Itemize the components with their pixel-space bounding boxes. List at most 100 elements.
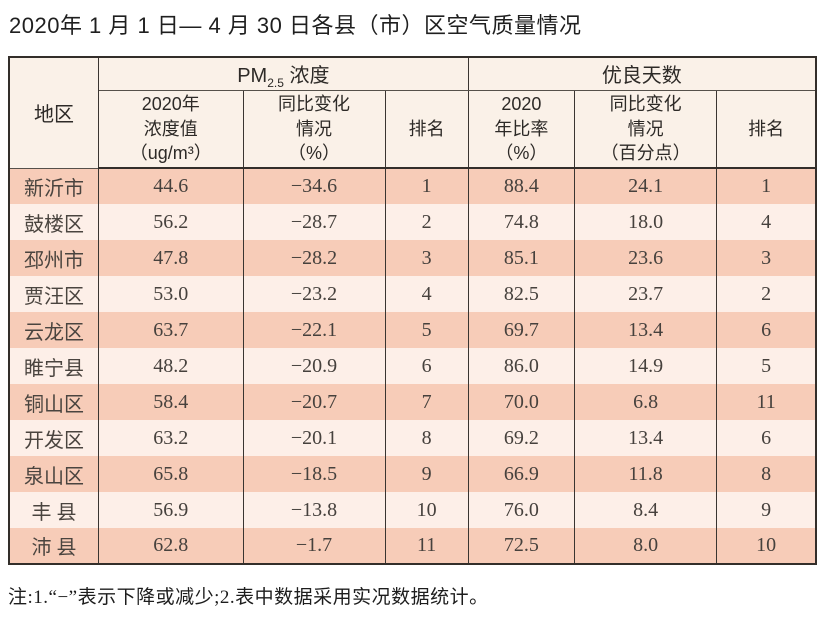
good-rate-cell: 86.0 (467, 348, 576, 384)
pm-change-cell: −23.2 (242, 276, 386, 312)
table-row: 睢宁县 48.2 −20.9 6 86.0 14.9 5 (8, 348, 817, 384)
good-rate-cell: 74.8 (467, 204, 576, 240)
pm-rank-cell: 11 (384, 528, 469, 564)
header-pm-rank: 排名 (384, 90, 469, 169)
good-change-cell: 13.4 (574, 312, 718, 348)
header-group-row: 地区 PM2.5 浓度 优良天数 (8, 57, 817, 169)
table-row: 沛 县 62.8 −1.7 11 72.5 8.0 10 (8, 528, 817, 564)
region-cell: 开发区 (8, 420, 100, 456)
good-rate-cell: 76.0 (467, 492, 576, 528)
pm-change-cell: −20.7 (242, 384, 386, 420)
pm-rank-cell: 3 (384, 240, 469, 276)
good-rank-cell: 6 (716, 420, 817, 456)
pm-change-cell: −18.5 (242, 456, 386, 492)
header-pm-value: 2020年 浓度值 （ug/m³） (98, 90, 244, 169)
good-change-cell: 8.4 (574, 492, 718, 528)
good-change-cell: 23.7 (574, 276, 718, 312)
good-rank-cell: 9 (716, 492, 817, 528)
table-row: 泉山区 65.8 −18.5 9 66.9 11.8 8 (8, 456, 817, 492)
pm-rank-cell: 5 (384, 312, 469, 348)
table-row: 贾汪区 53.0 −23.2 4 82.5 23.7 2 (8, 276, 817, 312)
pm-rank-cell: 7 (384, 384, 469, 420)
pm-value-cell: 56.2 (98, 204, 244, 240)
pm-change-cell: −28.7 (242, 204, 386, 240)
table-row: 丰 县 56.9 −13.8 10 76.0 8.4 9 (8, 492, 817, 528)
region-cell: 丰 县 (8, 492, 100, 528)
pm-value-cell: 62.8 (98, 528, 244, 564)
header-region: 地区 (8, 57, 100, 169)
good-rate-cell: 69.2 (467, 420, 576, 456)
region-cell: 邳州市 (8, 240, 100, 276)
good-change-cell: 8.0 (574, 528, 718, 564)
region-cell: 睢宁县 (8, 348, 100, 384)
pm-change-cell: −28.2 (242, 240, 386, 276)
table-row: 鼓楼区 56.2 −28.7 2 74.8 18.0 4 (8, 204, 817, 240)
pm-rank-cell: 8 (384, 420, 469, 456)
pm-rank-cell: 9 (384, 456, 469, 492)
header-pm25-group: PM2.5 浓度 (98, 57, 469, 91)
pm-rank-cell: 4 (384, 276, 469, 312)
good-rate-cell: 82.5 (467, 276, 576, 312)
good-rate-cell: 72.5 (467, 528, 576, 564)
pm-change-cell: −13.8 (242, 492, 386, 528)
pm-rank-cell: 1 (384, 168, 469, 204)
good-change-cell: 14.9 (574, 348, 718, 384)
good-rate-cell: 85.1 (467, 240, 576, 276)
header-pm-change: 同比变化 情况 （%） (242, 90, 386, 169)
good-rate-cell: 70.0 (467, 384, 576, 420)
pm-value-cell: 65.8 (98, 456, 244, 492)
region-cell: 贾汪区 (8, 276, 100, 312)
pm-change-cell: −20.9 (242, 348, 386, 384)
good-rank-cell: 8 (716, 456, 817, 492)
header-good-rank: 排名 (716, 90, 817, 169)
table-row: 云龙区 63.7 −22.1 5 69.7 13.4 6 (8, 312, 817, 348)
good-change-cell: 6.8 (574, 384, 718, 420)
good-rank-cell: 6 (716, 312, 817, 348)
pm-value-cell: 48.2 (98, 348, 244, 384)
pm-value-cell: 44.6 (98, 168, 244, 204)
pm-value-cell: 53.0 (98, 276, 244, 312)
pm-change-cell: −20.1 (242, 420, 386, 456)
region-cell: 新沂市 (8, 168, 100, 204)
pm-value-cell: 58.4 (98, 384, 244, 420)
pm-value-cell: 56.9 (98, 492, 244, 528)
pm-value-cell: 47.8 (98, 240, 244, 276)
table-row: 开发区 63.2 −20.1 8 69.2 13.4 6 (8, 420, 817, 456)
region-cell: 泉山区 (8, 456, 100, 492)
good-rank-cell: 1 (716, 168, 817, 204)
good-change-cell: 23.6 (574, 240, 718, 276)
good-change-cell: 18.0 (574, 204, 718, 240)
pm-rank-cell: 6 (384, 348, 469, 384)
header-good-rate: 2020 年比率 （%） (467, 90, 576, 169)
table-header: 地区 PM2.5 浓度 优良天数 2020年 浓度值 （ug/m³） 同比变化 … (8, 57, 817, 169)
page-title: 2020年 1 月 1 日— 4 月 30 日各县（市）区空气质量情况 (9, 13, 582, 38)
good-rank-cell: 4 (716, 204, 817, 240)
pm-change-cell: −34.6 (242, 168, 386, 204)
air-quality-table: 地区 PM2.5 浓度 优良天数 2020年 浓度值 （ug/m³） 同比变化 … (8, 56, 817, 565)
pm-rank-cell: 2 (384, 204, 469, 240)
good-rank-cell: 11 (716, 384, 817, 420)
header-gooddays-group: 优良天数 (467, 57, 817, 91)
good-rank-cell: 3 (716, 240, 817, 276)
good-change-cell: 13.4 (574, 420, 718, 456)
good-rank-cell: 2 (716, 276, 817, 312)
region-cell: 铜山区 (8, 384, 100, 420)
header-sub-row: 2020年 浓度值 （ug/m³） 同比变化 情况 （%） 排名 2020 年比… (9, 90, 817, 169)
region-cell: 鼓楼区 (8, 204, 100, 240)
good-rank-cell: 10 (716, 528, 817, 564)
region-cell: 云龙区 (8, 312, 100, 348)
table-row: 邳州市 47.8 −28.2 3 85.1 23.6 3 (8, 240, 817, 276)
pm25-label: PM2.5 浓度 (237, 65, 330, 91)
table-body: 新沂市 44.6 −34.6 1 88.4 24.1 1 鼓楼区 56.2 −2… (8, 168, 817, 564)
pm-rank-cell: 10 (384, 492, 469, 528)
good-rate-cell: 69.7 (467, 312, 576, 348)
pm-change-cell: −22.1 (242, 312, 386, 348)
good-change-cell: 11.8 (574, 456, 718, 492)
good-change-cell: 24.1 (574, 168, 718, 204)
pm-value-cell: 63.7 (98, 312, 244, 348)
pm-change-cell: −1.7 (242, 528, 386, 564)
footnote: 注:1.“−”表示下降或减少;2.表中数据采用实况数据统计。 (8, 587, 489, 608)
good-rate-cell: 88.4 (467, 168, 576, 204)
good-rank-cell: 5 (716, 348, 817, 384)
